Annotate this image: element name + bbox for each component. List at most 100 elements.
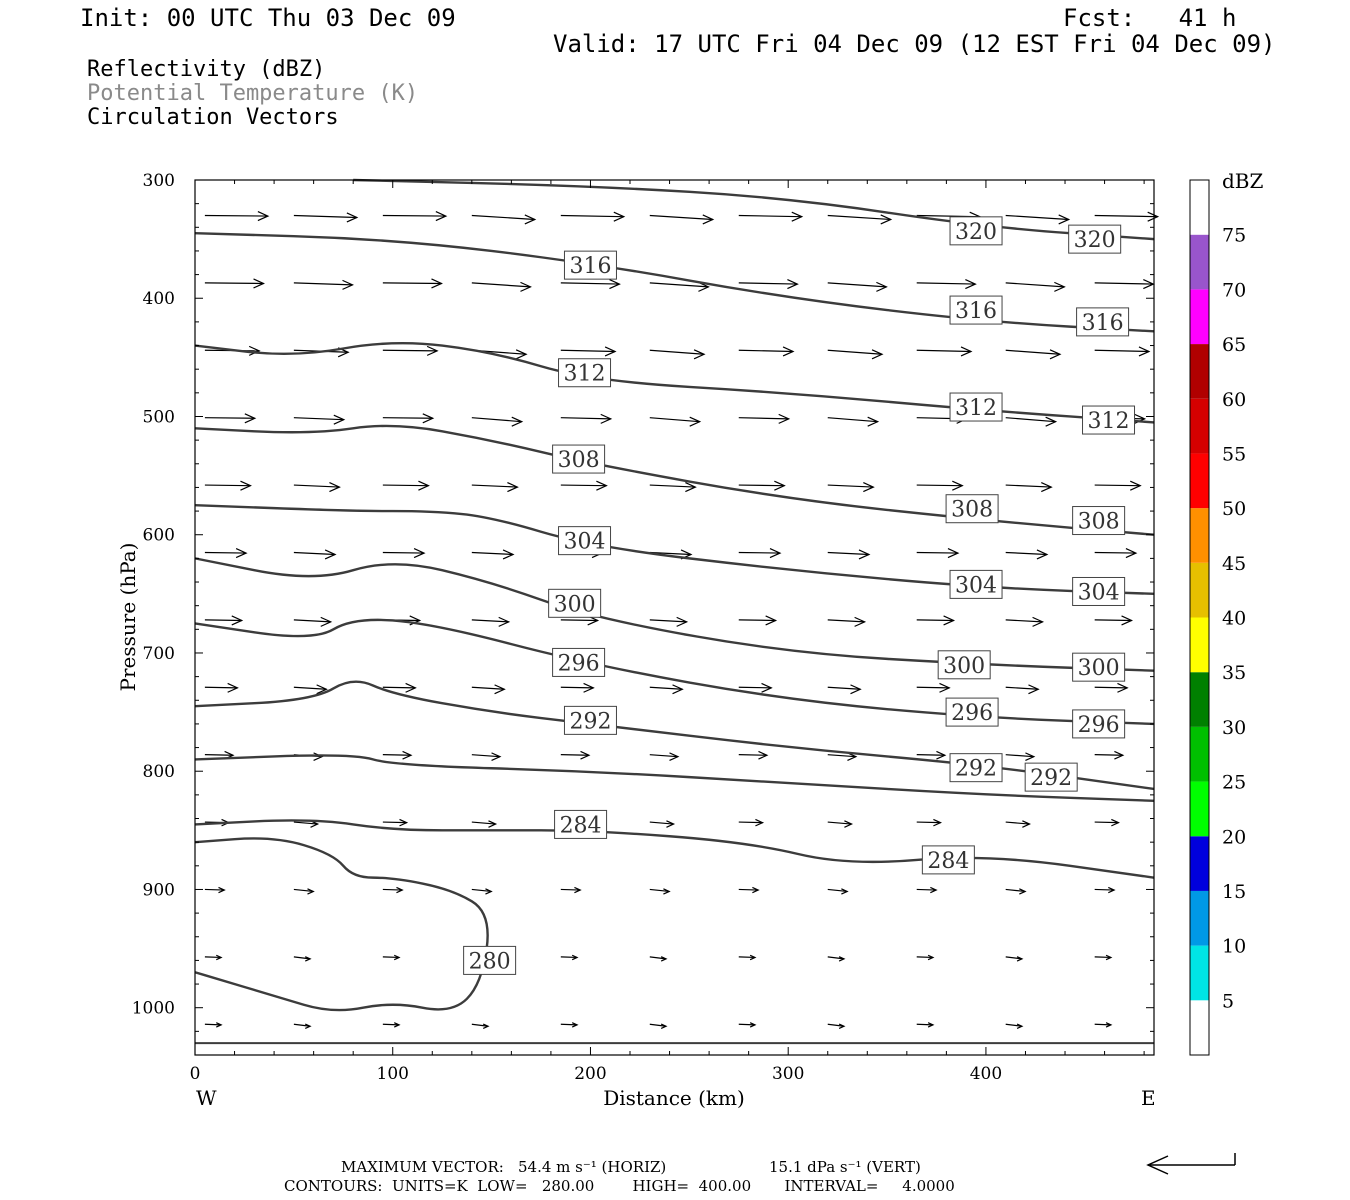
vector-head (660, 1023, 668, 1029)
colorbar-swatch (1190, 836, 1209, 891)
vector-head (880, 214, 893, 225)
circulation-vector (382, 1023, 400, 1026)
circulation-vector (1094, 282, 1154, 285)
contour-label-box (554, 809, 608, 839)
contour-label: 304 (1078, 580, 1120, 605)
circulation-vector (649, 214, 713, 221)
circulation-vector (649, 956, 667, 960)
circulation-vector (1005, 686, 1039, 690)
vector-head (244, 413, 257, 424)
vector-head (1054, 281, 1066, 292)
colorbar-tick-label: 30 (1222, 717, 1246, 739)
vector-head (758, 750, 769, 760)
contour-label-box (463, 945, 517, 975)
vector-head (1019, 888, 1027, 895)
circulation-vector (293, 619, 331, 623)
circulation-vector (649, 888, 670, 893)
vector-head (933, 818, 942, 827)
circulation-vector (649, 349, 705, 355)
colorbar-swatch (1190, 672, 1209, 727)
potential-temperature-contours: 320 320 316 316 316 312 312 312 308 308 308 304 304 3… (194, 178, 1155, 1045)
vector-head (346, 212, 359, 223)
circulation-vector (827, 1023, 845, 1027)
contour-label-box (548, 588, 602, 618)
circulation-vector (293, 417, 344, 421)
circulation-vector (738, 349, 794, 353)
vector-head (333, 414, 346, 425)
colorbar-swatch (1190, 617, 1209, 673)
circulation-vector (204, 484, 251, 487)
vector-head (324, 549, 337, 560)
vector-head (867, 416, 880, 427)
circulation-vector (293, 214, 357, 219)
circulation-vector (382, 754, 412, 756)
contour-label: 316 (1082, 311, 1124, 336)
circulation-vector (738, 214, 802, 218)
contour-label-box (949, 295, 1003, 325)
circulation-vector (649, 1023, 667, 1027)
vector-head (524, 214, 537, 225)
x-axis: 0 100 200 300 400 (190, 180, 1145, 1084)
vector-head (1114, 750, 1125, 760)
vector-head (571, 954, 579, 961)
contour-label-box (949, 216, 1003, 246)
circulation-vector (1094, 551, 1136, 554)
circulation-vector (1094, 349, 1149, 353)
circulation-vector (649, 417, 700, 423)
colorbar-swatch (1190, 234, 1209, 290)
theta-contour-300 (194, 557, 1155, 672)
vector-head (1032, 616, 1045, 627)
vector-head (1028, 684, 1040, 695)
theta-contour-312 (194, 341, 1155, 424)
circulation-vectors (204, 211, 1160, 1029)
circulation-vector (204, 551, 247, 554)
vector-head (689, 416, 702, 427)
circulation-vector (1094, 214, 1158, 218)
circulation-vector (916, 754, 945, 756)
contour-label: 304 (955, 573, 997, 598)
circulation-vector (471, 214, 535, 221)
y-tick-label: 600 (143, 526, 175, 546)
vector-head (574, 886, 582, 894)
vector-head (936, 750, 947, 760)
colorbar-tick-label: 65 (1222, 334, 1246, 356)
forecast-hour: Fcst: 41 h (1063, 4, 1237, 32)
circulation-vector (738, 619, 776, 622)
circulation-vector (293, 1023, 311, 1027)
colorbar-tick-label: 55 (1222, 443, 1246, 465)
circulation-vector (827, 754, 856, 758)
field-circulation-vectors: Circulation Vectors (87, 105, 339, 130)
circulation-vector (560, 619, 598, 622)
vector-head (666, 820, 676, 828)
circulation-vector (382, 349, 438, 352)
circulation-vector (471, 417, 522, 423)
contour-label-box (937, 650, 991, 680)
circulation-vector (382, 214, 446, 217)
contour-label-box (949, 569, 1003, 599)
vector-head (1105, 1022, 1113, 1028)
colorbar-tick-label: 35 (1222, 662, 1246, 684)
field-reflectivity: Reflectivity (dBZ) (87, 57, 326, 82)
contour-label-box (1076, 307, 1130, 337)
vector-head (838, 1023, 846, 1029)
circulation-vector (471, 821, 496, 825)
vector-head (218, 886, 226, 894)
circulation-vector (1094, 686, 1128, 689)
theta-contour-320 (353, 178, 1155, 241)
circulation-vector (1005, 282, 1065, 288)
circulation-vector (293, 956, 311, 960)
colorbar-unit: dBZ (1222, 169, 1264, 193)
theta-contour-292 (194, 680, 1155, 791)
circulation-vector (1094, 754, 1123, 756)
vector-head (752, 886, 760, 894)
vector-head (858, 549, 871, 560)
vector-head (485, 888, 493, 895)
vector-head (1022, 820, 1031, 828)
vector-head (685, 482, 697, 493)
y-tick-label: 800 (143, 762, 175, 782)
circulation-vector (649, 484, 696, 488)
vector-head (947, 548, 960, 559)
vector-head (854, 616, 867, 627)
vector-head (609, 279, 621, 290)
